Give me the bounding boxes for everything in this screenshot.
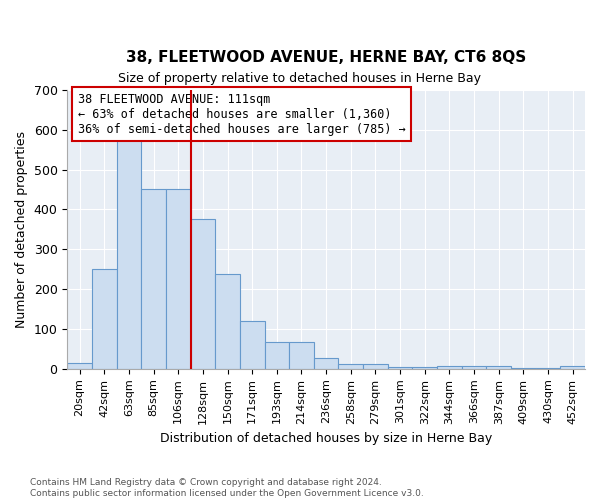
Bar	[314, 358, 338, 369]
X-axis label: Distribution of detached houses by size in Herne Bay: Distribution of detached houses by size …	[160, 432, 492, 445]
Bar	[412, 367, 437, 369]
Bar	[191, 220, 215, 369]
Bar	[240, 321, 265, 369]
Bar	[289, 342, 314, 369]
Bar	[215, 274, 240, 369]
Bar	[388, 367, 412, 369]
Bar	[67, 363, 92, 369]
Bar	[116, 134, 141, 369]
Text: Contains HM Land Registry data © Crown copyright and database right 2024.
Contai: Contains HM Land Registry data © Crown c…	[30, 478, 424, 498]
Bar	[92, 269, 116, 369]
Bar	[437, 366, 462, 369]
Bar	[166, 190, 191, 369]
Bar	[265, 342, 289, 369]
Bar	[141, 190, 166, 369]
Text: 38 FLEETWOOD AVENUE: 111sqm
← 63% of detached houses are smaller (1,360)
36% of : 38 FLEETWOOD AVENUE: 111sqm ← 63% of det…	[77, 92, 406, 136]
Bar	[338, 364, 363, 369]
Bar	[487, 366, 511, 369]
Title: 38, FLEETWOOD AVENUE, HERNE BAY, CT6 8QS: 38, FLEETWOOD AVENUE, HERNE BAY, CT6 8QS	[126, 50, 526, 65]
Y-axis label: Number of detached properties: Number of detached properties	[15, 131, 28, 328]
Bar	[536, 368, 560, 369]
Text: Size of property relative to detached houses in Herne Bay: Size of property relative to detached ho…	[119, 72, 482, 85]
Bar	[511, 368, 536, 369]
Bar	[462, 366, 487, 369]
Bar	[363, 364, 388, 369]
Bar	[560, 366, 585, 369]
